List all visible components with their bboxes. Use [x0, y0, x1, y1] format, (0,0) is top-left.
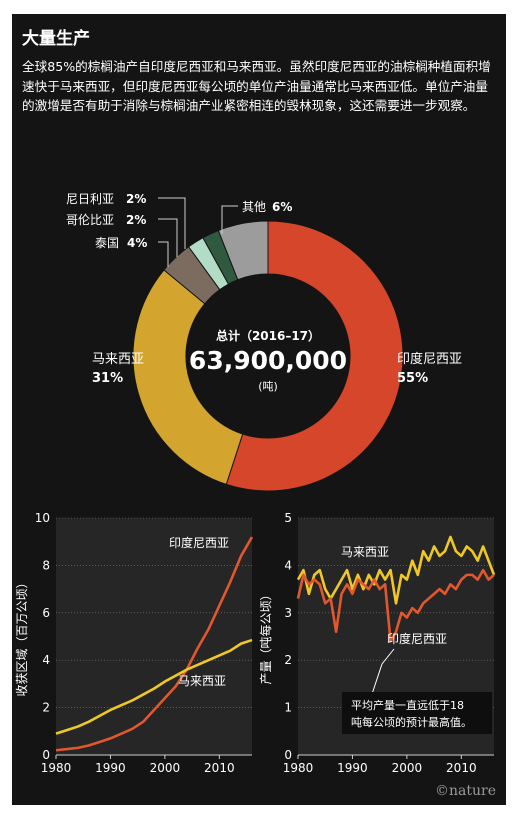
leader-lines [158, 197, 238, 267]
x-tick-label: 2010 [204, 761, 235, 775]
series-label-0: 印度尼西亚 [169, 535, 229, 550]
label-malaysia-name: 马来西亚 [92, 352, 144, 367]
harvested-area-chart: 0 2 4 6 8 10 1980 1990 2000 2010 收获区域（百万公顷） 印度尼西亚马来… [15, 511, 254, 775]
series-line-1 [55, 638, 253, 735]
x-tick-label: 2010 [446, 761, 477, 775]
leader-line-colombia [158, 218, 178, 257]
y-tick-label: 1 [284, 701, 292, 715]
yield-chart: 0 1 2 3 4 5 1980 1990 2000 2010 产量（吨每公顷） 马来西亚印度尼西亚平… [258, 511, 496, 775]
y-tick-label: 6 [42, 606, 50, 620]
y-tick-label: 4 [42, 653, 50, 667]
label-indonesia-pct: 55% [397, 371, 428, 386]
y-axis-label: 收获区域（百万公顷） [15, 576, 29, 696]
label-thailand-pct: 4% [127, 236, 147, 250]
label-malaysia-pct: 31% [92, 371, 123, 386]
donut-center-unit: (吨) [258, 380, 278, 393]
y-tick-label: 5 [284, 511, 292, 525]
y-tick-label: 10 [35, 511, 50, 525]
leader-line-nigeria [158, 197, 186, 249]
x-tick-label: 1990 [337, 761, 368, 775]
label-other-name: 其他 [242, 200, 266, 214]
plot-background [56, 518, 252, 755]
y-axis-label: 产量（吨每公顷） [258, 588, 273, 684]
series-label-0: 马来西亚 [341, 545, 389, 559]
donut-center-heading: 总计（2016–17） [216, 328, 320, 343]
label-nigeria-name: 尼日利亚 [66, 192, 114, 206]
label-colombia-name: 哥伦比亚 [66, 212, 114, 227]
x-tick-label: 1980 [41, 761, 72, 775]
series-label-1: 马来西亚 [178, 674, 226, 688]
donut-slice-0 [225, 220, 404, 492]
donut-slice-5 [217, 220, 269, 281]
y-tick-label: 3 [284, 606, 292, 620]
annotation-text: 平均产量一直远低于18 吨每公顷的预计最高值。 [351, 698, 472, 729]
donut-slices [132, 220, 404, 492]
series-label-1: 印度尼西亚 [387, 631, 447, 646]
y-tick-label: 4 [284, 558, 292, 572]
x-tick-label: 1980 [283, 761, 314, 775]
donut-slice-1 [132, 269, 244, 486]
nature-brand-logo: ©nature [435, 783, 496, 799]
label-indonesia-name: 印度尼西亚 [397, 351, 462, 367]
donut-chart: 尼日利亚 2% 哥伦比亚 2% 泰国 4% 其他 6% 马来西亚 31% 印度尼… [66, 192, 462, 492]
annotation-pointer [371, 648, 395, 695]
x-tick-label: 2000 [150, 761, 181, 775]
label-nigeria-pct: 2% [126, 192, 146, 206]
y-tick-label: 8 [42, 558, 50, 572]
x-tick-label: 2000 [392, 761, 423, 775]
page-title: 大量生产 [22, 29, 90, 49]
x-tick-label: 1990 [95, 761, 126, 775]
leader-line-thailand [158, 241, 169, 267]
leader-line-other [221, 205, 238, 234]
y-tick-label: 2 [42, 701, 50, 715]
y-tick-label: 0 [42, 748, 50, 762]
series-line-0 [55, 536, 254, 752]
infographic-panel: 大量生产 全球85%的棕榈油产自印度尼西亚和马来西亚。虽然印度尼西亚的油棕榈种植… [12, 14, 506, 805]
label-colombia-pct: 2% [126, 213, 146, 227]
y-tick-label: 2 [284, 653, 292, 667]
label-thailand-name: 泰国 [95, 236, 119, 250]
y-tick-label: 0 [284, 748, 292, 762]
annotation-box [342, 692, 492, 734]
lead-paragraph: 全球85%的棕榈油产自印度尼西亚和马来西亚。虽然印度尼西亚的油棕榈种植面积增速快… [22, 59, 491, 113]
donut-center-total: 63,900,000 [189, 346, 347, 375]
label-other-pct: 6% [272, 200, 292, 214]
series-line-1 [296, 568, 495, 643]
